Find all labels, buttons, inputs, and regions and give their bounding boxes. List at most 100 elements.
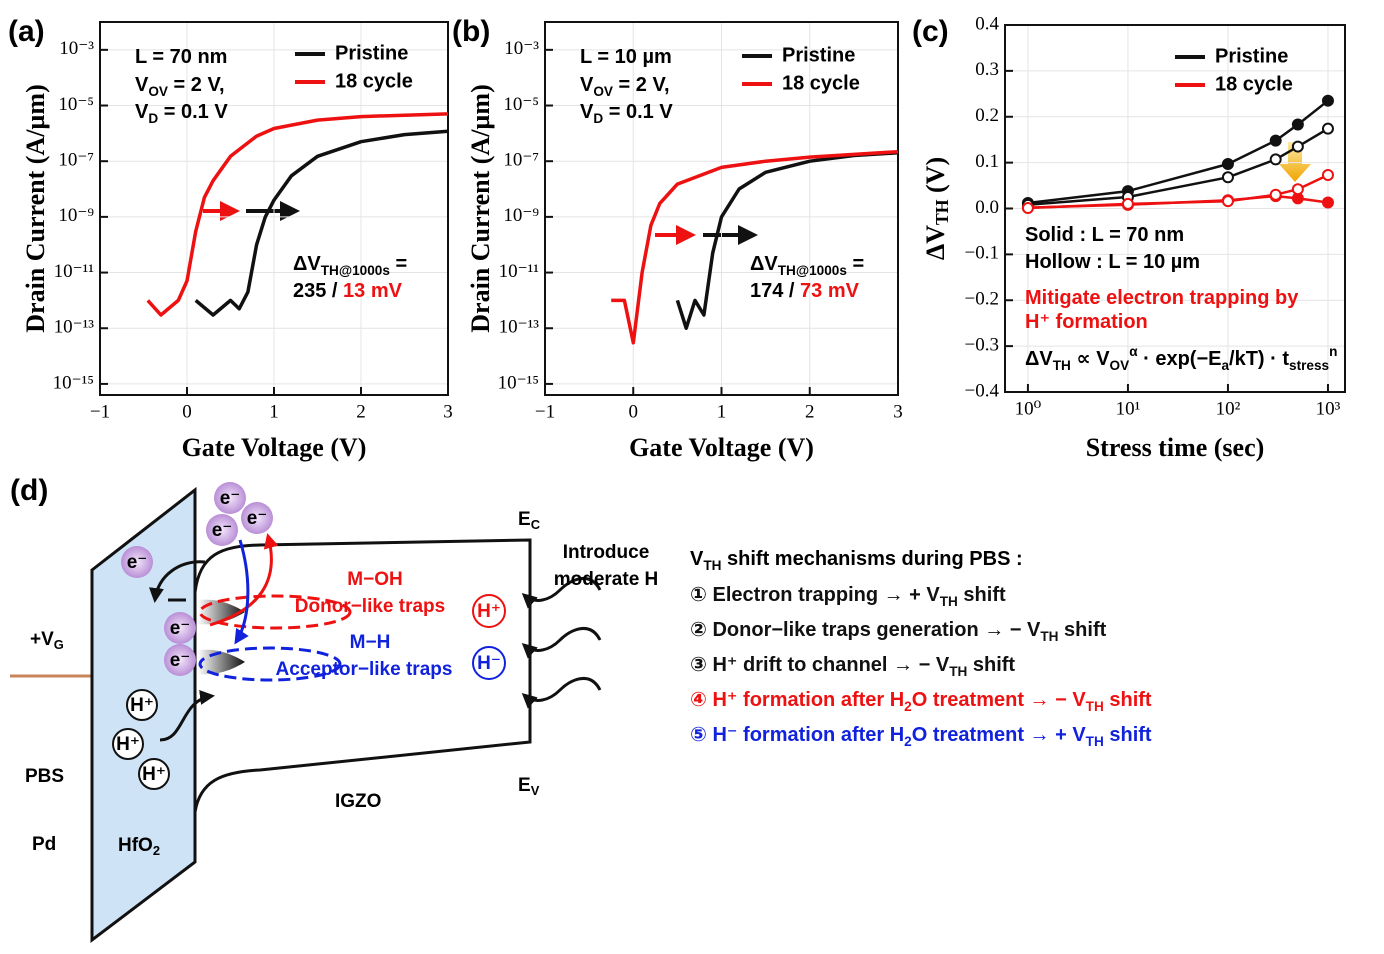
hydrogen-note: Introduce [563, 542, 650, 563]
text-part: TH [1053, 358, 1071, 373]
legend-label: 18 cycle [335, 70, 413, 92]
oxide-label: HfO2 [118, 835, 160, 858]
text-part: OV [1110, 358, 1130, 373]
text-part: ∝ V [1071, 348, 1110, 370]
series-line [1027, 173, 1329, 210]
annotation: 235 / 13 mV [293, 280, 403, 302]
text-part: H⁺ formation [1025, 311, 1148, 333]
proton [126, 689, 158, 721]
electron [164, 644, 196, 676]
annotation: 174 / 73 mV [750, 280, 860, 302]
text-part: n [1329, 344, 1337, 359]
text-part: TH [1086, 699, 1104, 714]
point [1221, 195, 1234, 208]
electron [164, 612, 196, 644]
annotation: VD = 0.1 V [135, 101, 228, 125]
text-part: TH [949, 664, 967, 679]
point [1291, 140, 1304, 153]
acceptor-traps: Acceptor−like traps [276, 659, 453, 680]
text-part: Hollow : L = 10 µm [1025, 251, 1200, 273]
panel-label: (b) [452, 15, 490, 48]
proton-label: H⁺ [130, 695, 154, 716]
y-tick-label: 0.3 [975, 59, 999, 80]
x-tick-label: 10³ [1316, 398, 1341, 419]
electron-label: e⁻ [170, 618, 191, 639]
series-line [146, 112, 449, 317]
text-part: TH [932, 199, 952, 225]
hydrogen-arrow [521, 677, 602, 709]
x-tick-label: 2 [356, 401, 366, 422]
y-tick-label: 10⁻⁹ [58, 205, 94, 226]
legend-label: 18 cycle [1215, 73, 1293, 95]
mechanism-item: ① Electron trapping → + VTH shift [690, 584, 1006, 608]
y-axis-label: ΔVTH (V) [921, 157, 952, 260]
y-tick-label: 10⁻³ [504, 38, 539, 59]
plot-frame [1004, 24, 1346, 393]
text-part: OV [593, 84, 613, 99]
x-axis-label: Gate Voltage (V) [182, 433, 367, 462]
y-tick-label: 10⁻⁷ [58, 150, 94, 171]
x-tick-label: −1 [90, 401, 110, 422]
text-part: C [531, 517, 540, 532]
donor-traps: Donor−like traps [295, 596, 445, 617]
series-line [611, 149, 899, 345]
text-part: 235 / [293, 280, 343, 302]
text-part: α [1129, 344, 1138, 359]
point [1321, 196, 1334, 209]
text-part: = 0.1 V [603, 101, 673, 123]
stress-label: PBS [25, 766, 64, 787]
text-part: V [135, 101, 149, 123]
annotation: Hollow : L = 10 µm [1025, 251, 1200, 273]
mechanism-title: VTH shift mechanisms during PBS : [690, 548, 1023, 572]
plot-frame [99, 21, 449, 396]
text-part: HfO [118, 835, 153, 856]
text-part: shift [967, 654, 1015, 676]
text-part: OV [148, 84, 168, 99]
text-part: O treatment → + V [912, 724, 1087, 746]
annotation: VOV = 2 V, [135, 74, 225, 98]
y-tick-label: 10⁻¹¹ [499, 261, 540, 282]
point [1269, 134, 1282, 147]
text-part: 73 mV [800, 280, 860, 302]
point [1121, 197, 1134, 210]
annotation: ΔVTH ∝ VOVα · exp(−Ea/kT) · tstressn [1025, 344, 1337, 373]
series-line [675, 151, 899, 330]
text-part: TH@1000s [321, 263, 390, 278]
electron [206, 514, 238, 546]
point [1321, 122, 1334, 135]
donor-trap-states [198, 599, 245, 625]
legend-label: 18 cycle [782, 72, 860, 94]
panel-label: (c) [912, 15, 949, 48]
text-part: L = 10 µm [580, 46, 672, 68]
text-part: 174 / [750, 280, 800, 302]
y-axis-label: Drain Current (A/µm) [21, 84, 50, 332]
conduction-band-label: EC [518, 509, 540, 532]
panel-label: (d) [10, 474, 48, 507]
text-part: V [690, 548, 704, 570]
text-part: shift [1104, 689, 1152, 711]
text-part: V [580, 101, 594, 123]
text-part: ΔV [921, 225, 950, 260]
x-tick-label: 0 [629, 401, 639, 422]
y-tick-label: 0.1 [975, 151, 999, 172]
proton [112, 728, 144, 760]
text-part: 2 [153, 843, 160, 858]
electron-label: e⁻ [220, 488, 241, 509]
text-part: TH@1000s [778, 263, 847, 278]
y-tick-label: −0.4 [965, 380, 1000, 401]
mechanism-item: ④ H⁺ formation after H2O treatment → − V… [690, 689, 1152, 713]
annotation: VD = 0.1 V [580, 101, 673, 125]
hydride-badge [472, 646, 506, 680]
text-part: 2 [904, 699, 912, 714]
electron [214, 482, 246, 514]
text-part: Solid : L = 70 nm [1025, 224, 1184, 246]
text-part: = 0.1 V [158, 101, 228, 123]
text-part: E [518, 509, 531, 530]
text-part: ΔV [293, 253, 321, 275]
metal-label: Pd [32, 834, 56, 855]
text-part: TH [1040, 629, 1058, 644]
y-tick-label: 10⁻¹¹ [54, 261, 95, 282]
x-axis-label: Stress time (sec) [1086, 433, 1265, 462]
text-part: O treatment → − V [912, 689, 1087, 711]
electron-label: e⁻ [170, 650, 191, 671]
